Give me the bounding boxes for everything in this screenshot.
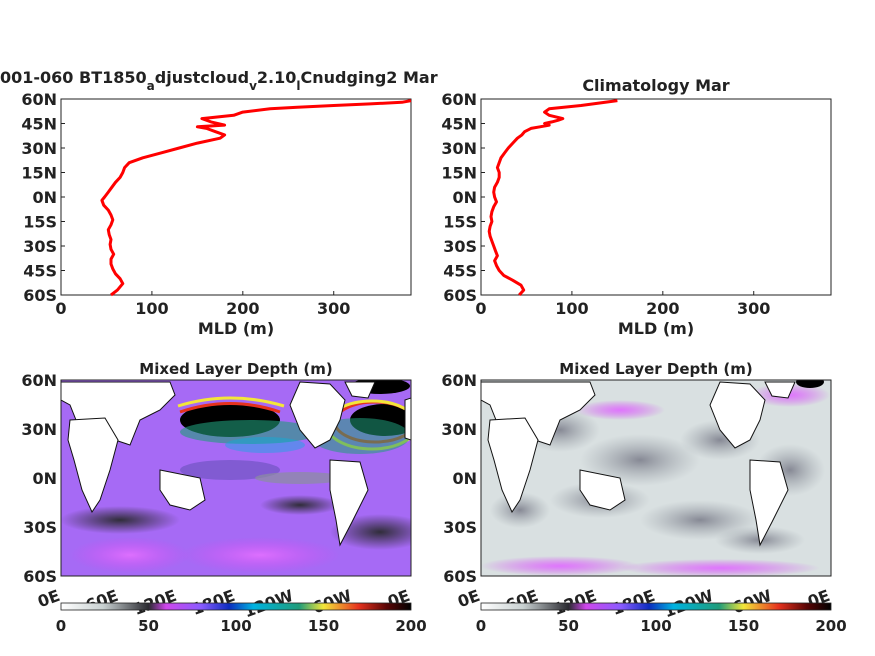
y-tick-label: 15N (21, 164, 57, 183)
colorbar-tick-labels: 0 50 100 150 200 (476, 617, 847, 635)
y-tick-label: 60N (21, 90, 57, 109)
lat-tick-label: 0N (32, 469, 57, 488)
lat-tick-label: 30S (23, 518, 57, 537)
lat-tick-label: 60S (443, 567, 477, 586)
map-frame (480, 379, 832, 577)
plot-title-climatology: Climatology Mar (582, 76, 729, 95)
plot-axes-frame (480, 98, 832, 296)
map-lat-labels: 60N 30N 0N 30S 60S (441, 371, 477, 586)
colorbar-tick-label: 50 (558, 617, 579, 635)
y-tick-label: 60S (23, 286, 57, 305)
lon-tick-label: 120E (551, 586, 599, 619)
colorbar-tick-label: 0 (476, 617, 486, 635)
lat-tick-label: 60N (441, 371, 477, 390)
y-tick-label: 30S (443, 237, 477, 256)
mld-map-climatology: Mixed Layer Depth (m) (441, 360, 832, 621)
colorbar-climatology: 0 50 100 150 200 (476, 602, 847, 635)
lat-tick-label: 0N (452, 469, 477, 488)
y-tick-label: 45S (23, 262, 57, 281)
colorbar-tick-label: 200 (815, 617, 846, 635)
y-tick-label: 30S (23, 237, 57, 256)
lon-tick-label: 60E (503, 586, 541, 615)
lon-tick-label: 60E (83, 586, 121, 615)
y-tick-label: 45N (441, 115, 477, 134)
x-tick-label: 100 (555, 299, 588, 318)
y-tick-label: 30N (441, 139, 477, 158)
mld-profile-model-plot: 001-060 BT1850adjustcloudv2.10lCnudging2… (0, 68, 438, 338)
x-tick-label: 0 (55, 299, 66, 318)
colorbar-gradient (60, 602, 412, 611)
x-tick-label: 300 (737, 299, 770, 318)
mld-field (61, 380, 411, 576)
colorbar-tick-label: 200 (395, 617, 426, 635)
x-tick-label: 300 (317, 299, 350, 318)
lon-tick-label: 180E (189, 586, 237, 619)
y-tick-label: 60N (441, 90, 477, 109)
plot-axes-frame (60, 98, 412, 296)
colorbar-tick-label: 150 (308, 617, 339, 635)
y-tick-label: 45N (21, 115, 57, 134)
y-tick-label: 15N (441, 164, 477, 183)
y-tick-labels: 60N 45N 30N 15N 0N 15S 30S 45S 60S (441, 90, 485, 305)
mld-profile-line (487, 99, 618, 297)
x-axis-label: MLD (m) (618, 319, 694, 338)
colorbar-tick-label: 150 (728, 617, 759, 635)
lon-tick-label: 60W (730, 586, 774, 618)
y-tick-label: 15S (443, 213, 477, 232)
mld-profile-line (100, 99, 412, 297)
lon-tick-label: 180E (609, 586, 657, 619)
mld-field (481, 380, 831, 576)
colorbar-gradient (480, 602, 832, 611)
colorbar-tick-label: 50 (138, 617, 159, 635)
lat-tick-label: 30N (21, 420, 57, 439)
y-tick-label: 0N (32, 188, 57, 207)
lat-tick-label: 30S (443, 518, 477, 537)
y-tick-label: 0N (452, 188, 477, 207)
lon-tick-label: 0E (35, 586, 62, 611)
lon-tick-label: 60W (310, 586, 354, 618)
mld-profile-climatology-plot: Climatology Mar 60N45N30N15N0N15S30S45S6… (441, 76, 832, 338)
y-tick-label: 45S (443, 262, 477, 281)
mld-map-model: Mixed Layer Depth (m) (21, 360, 412, 621)
map-title-climatology: Mixed Layer Depth (m) (559, 360, 752, 378)
map-lat-labels: 60N 30N 0N 30S 60S (21, 371, 57, 586)
x-axis-label: MLD (m) (198, 319, 274, 338)
y-tick-label: 60S (443, 286, 477, 305)
y-tick-label: 30N (21, 139, 57, 158)
colorbar-model: 0 50 100 150 200 (56, 602, 427, 635)
lat-tick-label: 60S (23, 567, 57, 586)
colorbar-tick-labels: 0 50 100 150 200 (56, 617, 427, 635)
x-tick-labels: 0 100 200 300 (55, 291, 350, 318)
y-tick-labels: 60N 45N 30N 15N 0N 15S 30S 45S 60S (21, 90, 65, 305)
lat-tick-label: 30N (441, 420, 477, 439)
colorbar-tick-label: 0 (56, 617, 66, 635)
plot-title-model: 001-060 BT1850adjustcloudv2.10lCnudging2… (0, 68, 438, 93)
map-title-model: Mixed Layer Depth (m) (139, 360, 332, 378)
lon-tick-label: 120E (131, 586, 179, 619)
x-tick-label: 200 (646, 299, 679, 318)
x-tick-label: 200 (226, 299, 259, 318)
x-tick-label: 0 (475, 299, 486, 318)
x-tick-label: 100 (135, 299, 168, 318)
x-tick-labels: 0 100 200 300 (475, 291, 770, 318)
lat-tick-label: 60N (21, 371, 57, 390)
map-frame (60, 379, 412, 577)
y-tick-label: 15S (23, 213, 57, 232)
colorbar-tick-label: 100 (640, 617, 671, 635)
lon-tick-label: 0E (455, 586, 482, 611)
colorbar-tick-label: 100 (220, 617, 251, 635)
